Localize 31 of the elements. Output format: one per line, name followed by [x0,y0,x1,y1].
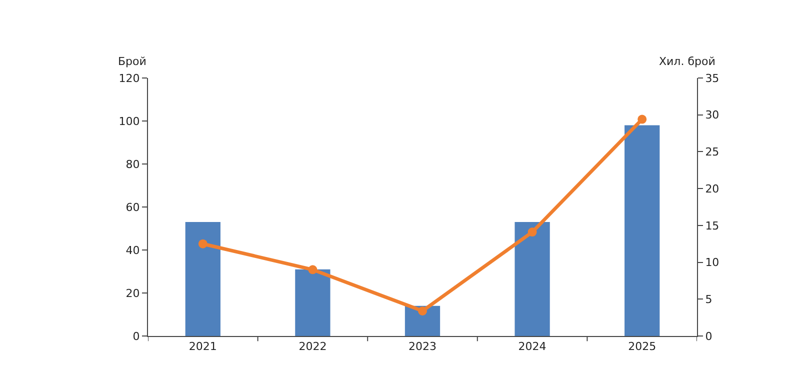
y2-tick-label: 10 [705,256,720,270]
y2-tick-label: 5 [705,292,712,306]
y2-tick-label: 30 [705,108,720,122]
y2-tick-label: 15 [705,219,720,232]
point [308,265,318,274]
y2-axis-title: Хил. брой [659,55,716,68]
x-tick-label: 2024 [518,340,546,354]
bar [185,222,220,336]
x-tick-label: 2025 [628,340,656,354]
bar [514,222,550,336]
bar [295,269,330,336]
y-tick-label: 40 [126,244,140,257]
x-tick-label: 2023 [408,340,436,354]
point [528,228,537,237]
y-tick-label: 20 [126,286,140,300]
y-tick-label: 120 [118,72,140,85]
y2-tick-label: 0 [705,330,712,343]
y2-tick-label: 20 [705,182,720,196]
bar [624,125,660,336]
y-tick-label: 100 [118,114,140,128]
y-tick-label: 0 [132,330,140,343]
x-tick-label: 2021 [188,340,217,354]
y-axis-title: Брой [118,55,146,68]
point [198,239,208,248]
x-tick-label: 2022 [298,340,327,354]
y2-tick-label: 35 [705,72,720,85]
y-tick-label: 60 [126,200,140,214]
y2-tick-label: 25 [705,146,720,159]
point [638,114,647,124]
y-tick-label: 80 [126,158,140,171]
point [418,306,427,316]
